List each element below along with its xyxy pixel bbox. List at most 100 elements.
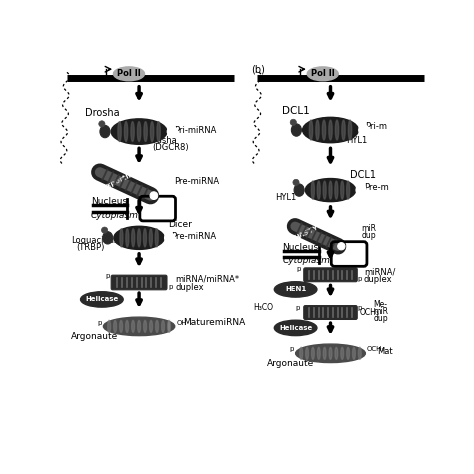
Ellipse shape: [318, 347, 320, 359]
Ellipse shape: [162, 320, 164, 332]
Text: HEN1: HEN1: [285, 286, 306, 292]
Text: Exportin 5: Exportin 5: [102, 169, 141, 191]
Ellipse shape: [329, 120, 332, 140]
Ellipse shape: [317, 181, 320, 199]
Ellipse shape: [126, 320, 128, 332]
Text: Me-: Me-: [373, 301, 387, 310]
Text: Pre-miRNA: Pre-miRNA: [174, 177, 219, 186]
Ellipse shape: [137, 229, 141, 247]
Ellipse shape: [310, 120, 313, 140]
Text: Pre-m: Pre-m: [364, 183, 389, 192]
Text: (DGCR8): (DGCR8): [152, 143, 189, 152]
Text: HYL1: HYL1: [346, 136, 367, 145]
Ellipse shape: [335, 181, 338, 199]
Ellipse shape: [119, 320, 123, 332]
Ellipse shape: [132, 320, 135, 332]
Text: miR: miR: [362, 224, 376, 233]
Text: Mat: Mat: [377, 346, 392, 356]
Ellipse shape: [144, 320, 146, 332]
Text: p: p: [105, 273, 109, 279]
Text: OCH₃: OCH₃: [367, 346, 385, 353]
Text: DCL1: DCL1: [350, 170, 376, 180]
Ellipse shape: [120, 229, 123, 247]
Ellipse shape: [113, 67, 145, 81]
Text: OH: OH: [176, 319, 187, 326]
Text: HASTY: HASTY: [293, 224, 319, 241]
Text: Cytoplasm: Cytoplasm: [91, 211, 139, 220]
Text: p: p: [297, 266, 301, 273]
Text: DCL1: DCL1: [282, 106, 310, 116]
Ellipse shape: [114, 226, 164, 249]
Ellipse shape: [356, 185, 366, 195]
Ellipse shape: [346, 347, 349, 359]
Ellipse shape: [108, 320, 110, 332]
Text: OCH₃: OCH₃: [359, 308, 379, 317]
Ellipse shape: [150, 192, 158, 200]
Text: Pri-miRNA: Pri-miRNA: [174, 126, 216, 135]
Ellipse shape: [155, 320, 158, 332]
Ellipse shape: [307, 67, 338, 81]
Text: dup: dup: [362, 231, 376, 240]
Ellipse shape: [341, 347, 344, 359]
Text: miRNA/miRNA*: miRNA/miRNA*: [175, 274, 240, 283]
FancyBboxPatch shape: [111, 275, 167, 290]
Text: p: p: [98, 319, 102, 326]
Ellipse shape: [99, 121, 105, 127]
Text: (TRBP): (TRBP): [76, 243, 105, 252]
Ellipse shape: [144, 229, 146, 247]
Text: MaturemiRNA: MaturemiRNA: [183, 318, 246, 327]
Ellipse shape: [323, 347, 326, 359]
Ellipse shape: [348, 120, 352, 140]
Ellipse shape: [341, 181, 344, 199]
Ellipse shape: [274, 282, 317, 297]
Ellipse shape: [311, 181, 314, 199]
Ellipse shape: [101, 227, 108, 233]
Text: Argonaute: Argonaute: [267, 359, 314, 368]
Ellipse shape: [111, 119, 167, 144]
Ellipse shape: [157, 122, 160, 141]
Text: Dicer: Dicer: [168, 220, 191, 229]
Ellipse shape: [290, 119, 296, 126]
Text: HYL1: HYL1: [275, 193, 296, 202]
Ellipse shape: [124, 122, 128, 141]
Ellipse shape: [300, 347, 302, 359]
Ellipse shape: [155, 229, 158, 247]
Ellipse shape: [294, 184, 304, 196]
Text: Helicase: Helicase: [279, 325, 312, 331]
Ellipse shape: [337, 243, 345, 250]
Text: Pol II: Pol II: [311, 69, 335, 78]
Text: p: p: [290, 346, 294, 353]
Ellipse shape: [293, 179, 299, 185]
Ellipse shape: [168, 320, 171, 332]
Ellipse shape: [150, 122, 154, 141]
Text: duplex: duplex: [175, 283, 204, 292]
Ellipse shape: [329, 347, 332, 359]
FancyBboxPatch shape: [304, 268, 357, 282]
Ellipse shape: [359, 125, 369, 135]
Ellipse shape: [358, 347, 361, 359]
Text: Nucleus: Nucleus: [91, 197, 127, 206]
Text: Pri-m: Pri-m: [365, 122, 387, 131]
Ellipse shape: [103, 232, 113, 244]
Ellipse shape: [132, 229, 135, 247]
Text: duplex: duplex: [364, 275, 392, 284]
Ellipse shape: [114, 320, 117, 332]
Ellipse shape: [167, 127, 177, 137]
Ellipse shape: [103, 317, 175, 336]
Ellipse shape: [335, 120, 339, 140]
Ellipse shape: [126, 229, 129, 247]
Ellipse shape: [305, 179, 356, 201]
Ellipse shape: [164, 233, 175, 243]
Ellipse shape: [131, 122, 134, 141]
Text: Cytoplasm: Cytoplasm: [283, 256, 330, 265]
Ellipse shape: [149, 229, 152, 247]
Text: Argonaute: Argonaute: [71, 332, 118, 341]
Text: (b): (b): [251, 64, 264, 74]
Ellipse shape: [335, 347, 338, 359]
Text: Loquacious: Loquacious: [71, 236, 118, 245]
Text: Pol II: Pol II: [117, 69, 141, 78]
Ellipse shape: [274, 320, 317, 336]
Ellipse shape: [342, 120, 345, 140]
Ellipse shape: [296, 344, 365, 363]
Ellipse shape: [137, 122, 141, 141]
